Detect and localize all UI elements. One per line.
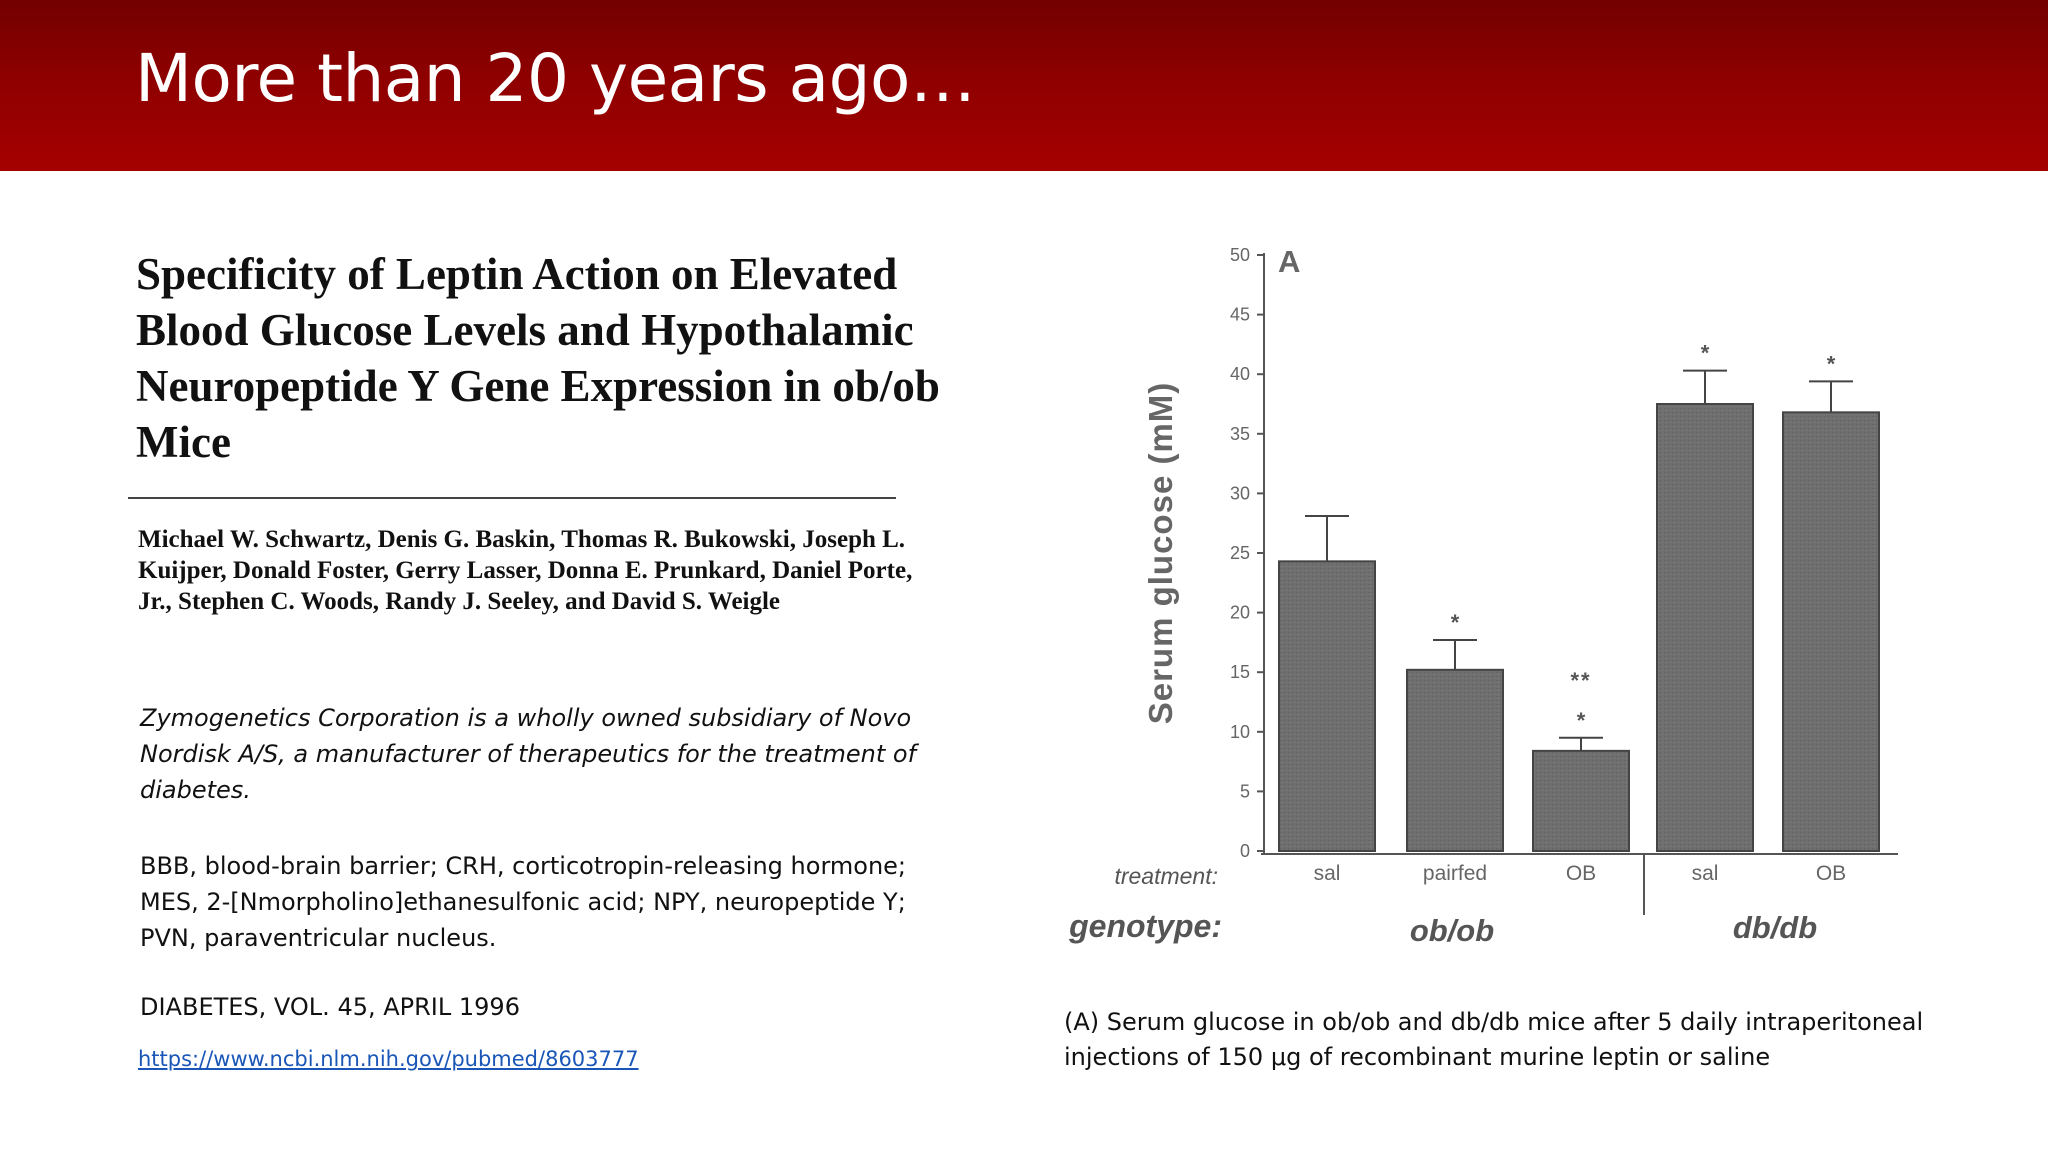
paper-authors: Michael W. Schwartz, Denis G. Baskin, Th… bbox=[138, 526, 913, 615]
significance-marker: ** bbox=[1570, 668, 1591, 693]
bar bbox=[1406, 668, 1504, 853]
group-label-db-db: db/db bbox=[1733, 910, 1817, 945]
category-label: OB bbox=[1566, 862, 1596, 885]
y-tick-label: 0 bbox=[1240, 841, 1250, 861]
serum-glucose-chart: 0 5 10 15 20 25 30 35 40 45 50 Serum glucose (mM) As… bbox=[1068, 244, 1898, 948]
category-label: sal bbox=[1692, 862, 1719, 885]
title-divider bbox=[128, 497, 896, 499]
y-tick-label: 25 bbox=[1230, 543, 1250, 563]
category-label: pairfed bbox=[1423, 862, 1487, 885]
slide-title: More than 20 years ago… bbox=[135, 40, 976, 117]
y-tick-label: 15 bbox=[1230, 662, 1250, 682]
y-tick-label: 35 bbox=[1230, 424, 1250, 444]
pubmed-link[interactable]: https://www.ncbi.nlm.nih.gov/pubmed/8603… bbox=[138, 1047, 639, 1071]
group-label-ob-ob: ob/ob bbox=[1410, 913, 1494, 948]
genotype-label: genotype: bbox=[1068, 908, 1222, 944]
figure-caption: (A) Serum glucose in ob/ob and db/db mic… bbox=[1064, 1008, 1924, 1071]
y-tick-label: 30 bbox=[1230, 483, 1250, 503]
significance-marker: * bbox=[1577, 708, 1586, 733]
y-tick-label: 45 bbox=[1230, 305, 1250, 325]
bar bbox=[1782, 411, 1880, 852]
significance-marker: * bbox=[1701, 341, 1710, 366]
bar bbox=[1532, 749, 1630, 853]
significance-marker: * bbox=[1451, 610, 1460, 635]
treatment-label: treatment: bbox=[1114, 863, 1218, 889]
journal-citation: DIABETES, VOL. 45, APRIL 1996 bbox=[140, 993, 520, 1021]
significance-marker: * bbox=[1827, 351, 1836, 376]
category-label: OB bbox=[1816, 862, 1846, 885]
y-axis-label: Serum glucose (mM) bbox=[1142, 382, 1179, 725]
y-tick-label: 40 bbox=[1230, 364, 1250, 384]
paper-abbreviations: BBB, blood-brain barrier; CRH, corticotr… bbox=[140, 852, 907, 952]
category-label: sal bbox=[1314, 862, 1341, 885]
slide-header: More than 20 years ago… bbox=[0, 0, 2048, 171]
y-tick-label: 50 bbox=[1230, 245, 1250, 265]
bar bbox=[1656, 403, 1754, 852]
y-tick-label: 5 bbox=[1240, 781, 1250, 801]
y-tick-label: 20 bbox=[1230, 603, 1250, 623]
panel-label: A bbox=[1278, 244, 1300, 279]
paper-disclosure: Zymogenetics Corporation is a wholly own… bbox=[140, 704, 917, 804]
bar bbox=[1278, 560, 1376, 852]
paper-title: Specificity of Leptin Action on Elevated… bbox=[136, 249, 940, 467]
y-tick-label: 10 bbox=[1230, 722, 1250, 742]
